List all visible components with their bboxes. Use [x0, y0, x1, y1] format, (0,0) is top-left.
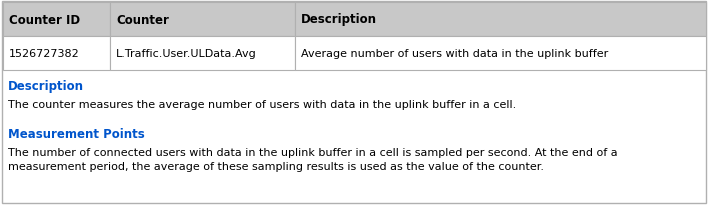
Text: The counter measures the average number of users with data in the uplink buffer : The counter measures the average number …	[8, 99, 516, 109]
Bar	[295, 37, 706, 71]
Bar	[110, 37, 295, 71]
Text: Description: Description	[8, 80, 84, 92]
Text: Counter: Counter	[116, 13, 169, 26]
Text: 1526727382: 1526727382	[9, 49, 79, 59]
Text: L.Traffic.User.ULData.Avg: L.Traffic.User.ULData.Avg	[116, 49, 257, 59]
Text: The number of connected users with data in the uplink buffer in a cell is sample: The number of connected users with data …	[8, 147, 618, 171]
Text: Measurement Points: Measurement Points	[8, 127, 145, 140]
Bar	[3, 3, 110, 37]
Bar	[110, 3, 295, 37]
Text: Description: Description	[301, 13, 377, 26]
Bar	[295, 3, 706, 37]
Text: Counter ID: Counter ID	[9, 13, 80, 26]
Text: Average number of users with data in the uplink buffer: Average number of users with data in the…	[301, 49, 608, 59]
Bar	[3, 37, 110, 71]
